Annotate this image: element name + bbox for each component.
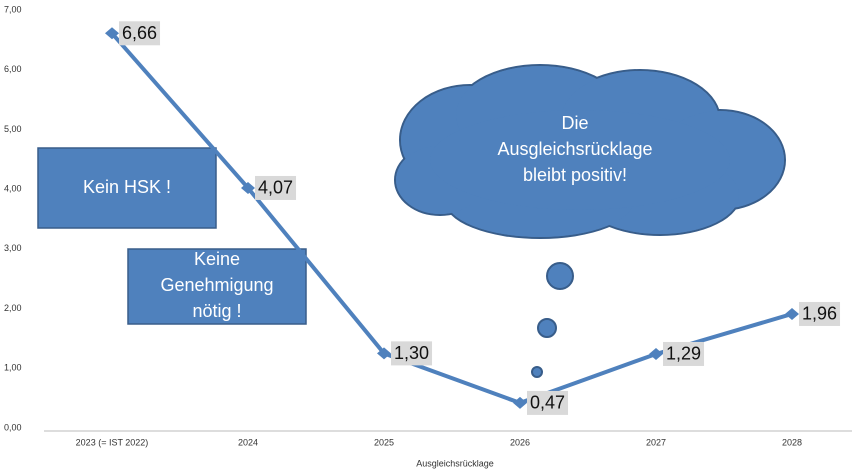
value-label-text: 6,66 (122, 23, 157, 43)
marker (785, 307, 799, 320)
x-tick-label: 2026 (510, 437, 530, 447)
x-tick-label: 2027 (646, 437, 666, 447)
value-label-bg (799, 301, 841, 326)
y-tick-label: 0,00 (4, 422, 22, 432)
value-label-bg (391, 341, 433, 366)
value-label-text: 4,07 (258, 178, 293, 198)
annotation: bleibt positiv! (523, 165, 627, 185)
annotation: Ausgleichsrücklage (497, 139, 652, 159)
value-label: 1,30 (391, 341, 433, 366)
marker (377, 347, 391, 360)
annotation-box (37, 147, 217, 229)
value-label-bg (527, 390, 569, 415)
y-tick-label: 7,00 (4, 4, 22, 14)
cloud (394, 64, 786, 378)
annotation: Kein HSK ! (83, 177, 171, 197)
value-label: 1,96 (799, 301, 841, 326)
value-label-bg (119, 21, 161, 46)
marker (105, 27, 119, 40)
x-tick-label: 2025 (374, 437, 394, 447)
value-label: 0,47 (527, 390, 569, 415)
marker (649, 347, 663, 360)
x-tick-label: 2023 (= IST 2022) (76, 437, 149, 447)
value-label-text: 1,30 (394, 343, 429, 363)
value-label-text: 1,96 (802, 304, 837, 324)
annotation: Die (561, 113, 588, 133)
x-tick-label: 2024 (238, 437, 258, 447)
marker (241, 181, 255, 194)
y-tick-label: 4,00 (4, 184, 22, 194)
y-tick-label: 5,00 (4, 124, 22, 134)
y-tick-label: 2,00 (4, 303, 22, 313)
value-label-text: 1,29 (666, 344, 701, 364)
annotation: Genehmigung (160, 275, 273, 295)
value-label: 6,66 (119, 21, 161, 46)
value-label: 1,29 (663, 341, 705, 366)
y-tick-label: 1,00 (4, 363, 22, 373)
marker (513, 396, 527, 409)
x-tick-label: 2028 (782, 437, 802, 447)
annotation: Keine (194, 249, 240, 269)
value-label: 4,07 (255, 175, 297, 200)
value-label-text: 0,47 (530, 393, 565, 413)
x-axis-label: Ausgleichsrücklage (416, 458, 494, 468)
annotation: nötig ! (192, 301, 241, 321)
y-tick-label: 3,00 (4, 243, 22, 253)
y-tick-label: 6,00 (4, 64, 22, 74)
value-label-bg (663, 341, 705, 366)
annotation-box (127, 248, 307, 325)
value-label-bg (255, 175, 297, 200)
